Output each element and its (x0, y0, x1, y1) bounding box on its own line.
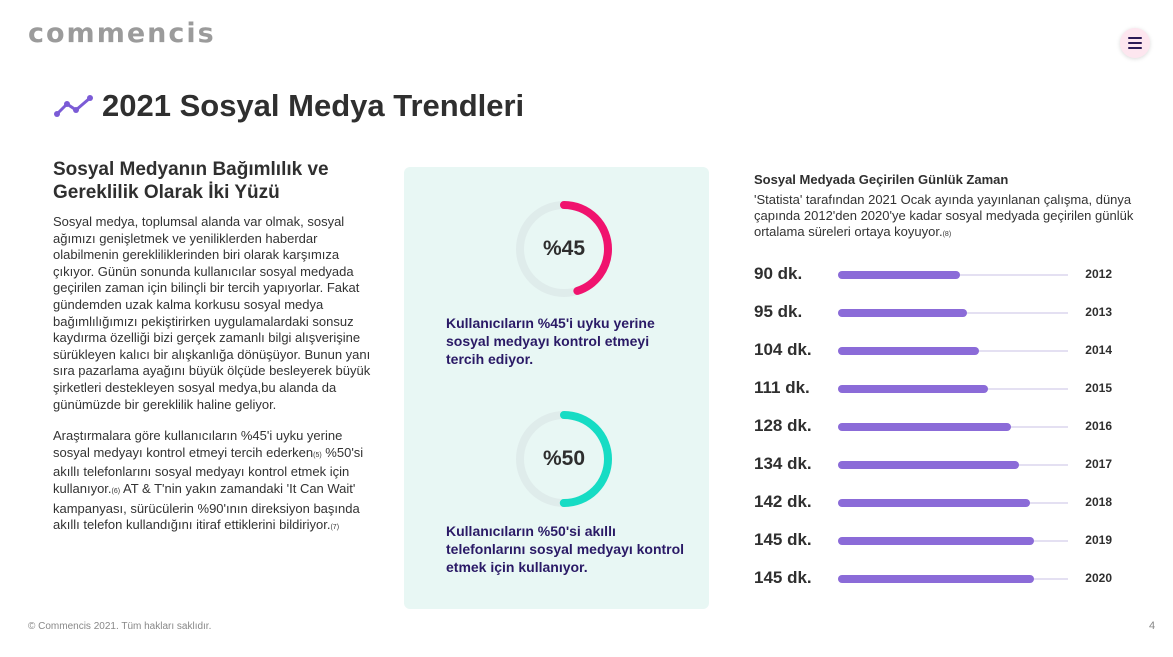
bar-row-2017: 134 dk. 2017 (754, 454, 1124, 484)
stat-value: %50 (542, 447, 586, 470)
bar-row-2019: 145 dk. 2019 (754, 530, 1124, 560)
chart-description: 'Statista' tarafından 2021 Ocak ayında y… (754, 192, 1134, 243)
bar-row-2013: 95 dk. 2013 (754, 302, 1124, 332)
bar-value-label: 90 dk. (754, 264, 803, 283)
stats-card: %45 Kullanıcıların %45'i uyku yerine sos… (404, 167, 709, 609)
section-heading: Sosyal Medyanın Bağımlılık ve Gereklilik… (53, 159, 329, 203)
bar-2016 (838, 423, 1012, 431)
left-column: Sosyal Medyanın Bağımlılık ve Gereklilik… (53, 158, 375, 552)
donut-chart-45: %45 (514, 199, 614, 299)
stat-caption: Kullanıcıların %45'i uyku yerine sosyal … (446, 315, 655, 367)
page-title: 2021 Sosyal Medya Trendleri (102, 88, 525, 123)
bar-value-label: 111 dk. (754, 378, 810, 397)
hamburger-icon (1128, 37, 1142, 49)
bar-year-label: 2017 (1085, 457, 1112, 471)
bar-row-2012: 90 dk. 2012 (754, 264, 1124, 294)
bar-row-2020: 145 dk. 2020 (754, 568, 1124, 598)
chart-title: Sosyal Medyada Geçirilen Günlük Zaman (754, 172, 1009, 187)
bar-row-2016: 128 dk. 2016 (754, 416, 1124, 446)
research-text-a: Araştırmalara göre kullanıcıların %45'i … (53, 428, 343, 460)
research-paragraph: Araştırmalara göre kullanıcıların %45'i … (53, 428, 375, 537)
page-title-row: 2021 Sosyal Medya Trendleri (54, 88, 524, 124)
trend-line-icon (54, 95, 93, 117)
bar-year-label: 2016 (1085, 419, 1112, 433)
bar-year-label: 2012 (1085, 267, 1112, 281)
stat-caption: Kullanıcıların %50'si akıllı telefonları… (446, 523, 685, 575)
bar-value-label: 142 dk. (754, 492, 812, 511)
bar-value-label: 145 dk. (754, 530, 812, 549)
bar-value-label: 145 dk. (754, 568, 812, 587)
reference-7: (7) (330, 524, 340, 532)
bar-value-label: 95 dk. (754, 302, 803, 321)
stat-value: %45 (542, 237, 586, 260)
bar-value-label: 104 dk. (754, 340, 812, 359)
donut-chart-50: %50 (514, 409, 614, 509)
copyright-footer: © Commencis 2021. Tüm hakları saklıdır. (28, 621, 212, 632)
bar-year-label: 2015 (1085, 381, 1112, 395)
bar-2020 (838, 575, 1035, 583)
intro-paragraph: Sosyal medya, toplumsal alanda var olmak… (53, 214, 371, 412)
bar-year-label: 2013 (1085, 305, 1112, 319)
bar-2019 (838, 537, 1035, 545)
reference-6: (6) (111, 487, 121, 495)
bar-2014 (838, 347, 979, 355)
bar-2012 (838, 271, 960, 279)
bar-2018 (838, 499, 1031, 507)
research-text-b: %50'si akıllı telefonlarını sosyal medya… (53, 444, 364, 496)
menu-button[interactable] (1120, 28, 1150, 58)
research-text-c: AT & T'nin yakın zamandaki 'It Can Wait'… (53, 480, 360, 533)
bar-2013 (838, 309, 967, 317)
reference-8: (8) (942, 231, 952, 238)
page-number: 4 (1149, 620, 1156, 632)
bar-year-label: 2014 (1085, 343, 1112, 357)
bar-value-label: 128 dk. (754, 416, 812, 435)
commencis-logo[interactable]: commencis (28, 18, 216, 49)
time-chart: Sosyal Medyada Geçirilen Günlük Zaman 'S… (754, 172, 1134, 587)
bar-2017 (838, 461, 1020, 469)
bar-2015 (838, 385, 989, 393)
bar-year-label: 2019 (1085, 533, 1112, 547)
donut-arc-50 (516, 411, 612, 507)
bar-year-label: 2018 (1085, 495, 1112, 509)
bar-row-2018: 142 dk. 2018 (754, 492, 1124, 522)
bar-year-label: 2020 (1085, 571, 1112, 585)
chart-description-text: 'Statista' tarafından 2021 Ocak ayında y… (754, 192, 1134, 239)
bar-value-label: 134 dk. (754, 454, 812, 473)
bar-row-2015: 111 dk. 2015 (754, 378, 1124, 408)
bar-row-2014: 104 dk. 2014 (754, 340, 1124, 370)
reference-5: (5) (313, 451, 322, 459)
donut-arc-45 (516, 201, 612, 297)
